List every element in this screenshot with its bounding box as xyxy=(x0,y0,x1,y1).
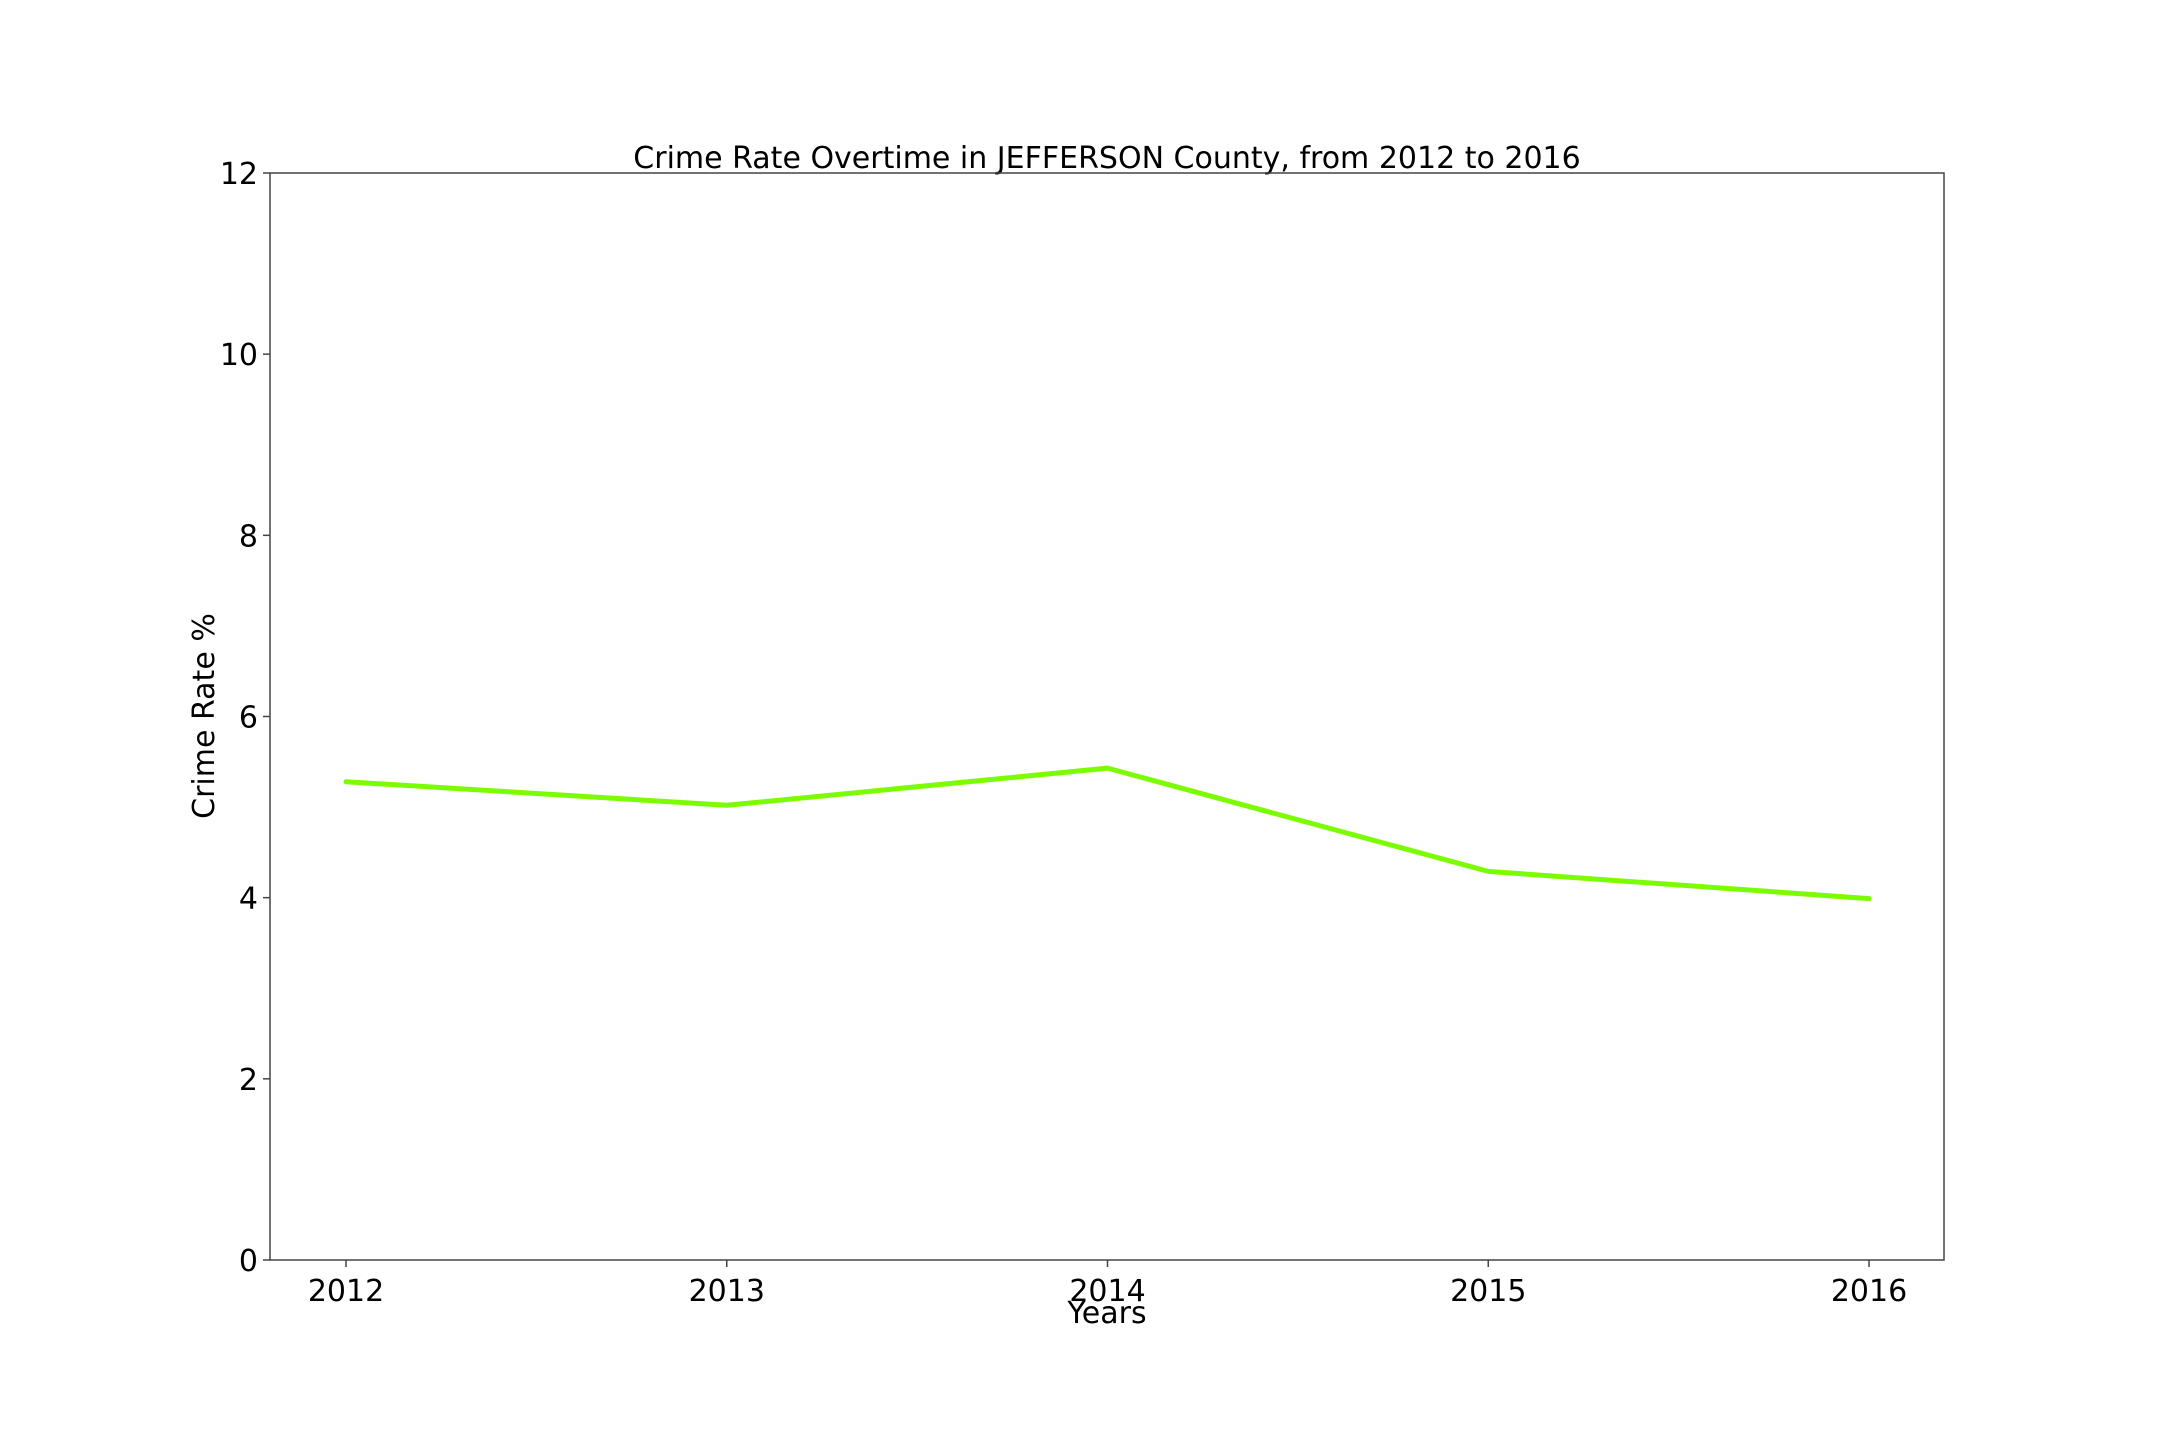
y-axis-title: Crime Rate % xyxy=(187,613,222,819)
chart-title: Crime Rate Overtime in JEFFERSON County,… xyxy=(633,141,1580,176)
y-tick-label: 12 xyxy=(220,157,258,192)
data-point xyxy=(1485,868,1491,874)
x-tick-label: 2016 xyxy=(1831,1274,1907,1309)
y-tick-label: 0 xyxy=(239,1244,258,1279)
y-tick-label: 2 xyxy=(239,1063,258,1098)
series-layer xyxy=(343,765,1872,902)
data-point xyxy=(724,802,730,808)
data-point xyxy=(343,779,349,785)
y-tick-label: 4 xyxy=(239,882,258,917)
series-line xyxy=(345,765,1870,902)
plot-area-frame xyxy=(269,172,1945,1261)
x-tick-label: 2015 xyxy=(1450,1274,1526,1309)
y-tick-label: 8 xyxy=(239,519,258,554)
y-axis-ticks: 0 2 4 6 8 10 12 xyxy=(220,157,270,1279)
data-point xyxy=(1866,896,1872,902)
x-axis-title: Years xyxy=(1066,1296,1146,1331)
y-tick-label: 6 xyxy=(239,701,258,736)
x-tick-label: 2012 xyxy=(308,1274,384,1309)
data-point xyxy=(1105,765,1110,771)
y-tick-label: 10 xyxy=(220,338,258,373)
x-tick-label: 2014 xyxy=(1069,1274,1145,1309)
x-axis-ticks: 2012 2013 2014 2015 2016 xyxy=(308,1260,1907,1309)
x-tick-label: 2013 xyxy=(689,1274,765,1309)
